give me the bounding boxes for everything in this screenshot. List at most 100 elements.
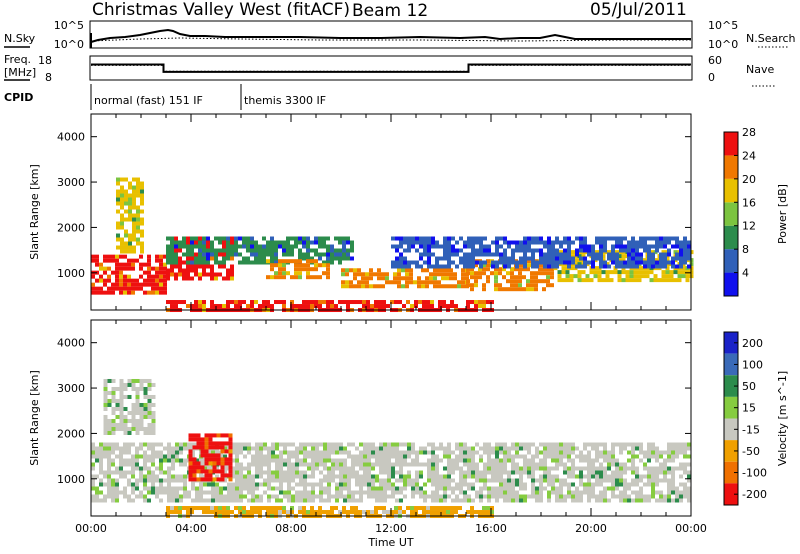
data-cell xyxy=(515,264,519,269)
data-cell xyxy=(107,418,112,423)
data-cell xyxy=(279,442,283,447)
data-cell xyxy=(262,248,266,253)
data-cell xyxy=(131,258,135,263)
noise-right-label: N.Search xyxy=(746,32,796,45)
data-cell xyxy=(303,454,307,459)
data-cell xyxy=(127,274,131,279)
data-cell xyxy=(531,454,535,459)
data-cell xyxy=(208,473,213,478)
data-cell xyxy=(519,446,523,451)
data-cell xyxy=(397,272,401,277)
data-cell xyxy=(665,278,670,283)
data-cell xyxy=(271,470,275,475)
data-cell xyxy=(543,454,547,459)
data-cell xyxy=(403,450,407,455)
data-cell xyxy=(687,494,691,499)
data-cell xyxy=(683,446,687,451)
data-cell xyxy=(346,248,350,253)
data-cell xyxy=(407,244,411,249)
data-cell xyxy=(183,442,187,447)
data-cell xyxy=(451,244,455,249)
data-cell xyxy=(573,258,578,263)
data-cell xyxy=(226,252,230,257)
data-cell xyxy=(623,478,627,483)
data-cell xyxy=(266,244,270,249)
data-cell xyxy=(667,260,671,265)
data-cell xyxy=(414,300,418,305)
data-cell xyxy=(387,450,391,455)
data-cell xyxy=(515,494,519,499)
data-cell xyxy=(267,470,271,475)
data-cell xyxy=(263,454,267,459)
data-cell xyxy=(91,482,95,487)
data-cell xyxy=(290,304,294,309)
data-cell xyxy=(319,462,323,467)
data-cell xyxy=(454,304,458,309)
data-cell xyxy=(234,240,238,245)
data-cell xyxy=(198,260,202,265)
data-cell xyxy=(655,248,659,253)
data-cell xyxy=(479,474,483,479)
data-cell xyxy=(315,462,319,467)
data-cell xyxy=(443,450,447,455)
data-cell xyxy=(107,422,112,427)
data-cell xyxy=(551,248,555,253)
data-cell xyxy=(347,478,351,483)
data-cell xyxy=(683,240,687,245)
data-cell xyxy=(438,506,442,511)
data-cell xyxy=(123,450,127,455)
data-cell xyxy=(647,478,651,483)
data-cell xyxy=(224,441,229,446)
data-cell xyxy=(519,260,523,265)
data-cell xyxy=(255,494,259,499)
data-cell xyxy=(499,470,503,475)
data-cell xyxy=(647,458,651,463)
data-cell xyxy=(367,442,371,447)
data-cell xyxy=(410,506,414,511)
data-cell xyxy=(391,236,395,241)
data-cell xyxy=(467,256,471,261)
data-cell xyxy=(167,442,171,447)
data-cell xyxy=(235,470,239,475)
data-cell xyxy=(147,394,152,399)
data-cell xyxy=(223,486,227,491)
data-cell xyxy=(487,458,491,463)
data-cell xyxy=(188,457,193,462)
data-cell xyxy=(455,498,459,503)
data-cell xyxy=(511,486,515,491)
data-cell xyxy=(675,256,679,261)
data-cell xyxy=(239,494,243,499)
data-cell xyxy=(183,486,187,491)
data-cell xyxy=(143,282,147,287)
data-cell xyxy=(207,450,211,455)
data-cell xyxy=(287,462,291,467)
data-cell xyxy=(507,240,511,245)
data-cell xyxy=(103,474,107,479)
data-cell xyxy=(243,478,247,483)
data-cell xyxy=(214,506,218,511)
data-cell xyxy=(475,248,479,253)
data-cell xyxy=(647,498,651,503)
data-cell xyxy=(467,486,471,491)
data-cell xyxy=(120,185,124,190)
data-cell xyxy=(515,470,519,475)
data-cell xyxy=(379,494,383,499)
data-cell xyxy=(587,252,591,257)
data-cell xyxy=(587,490,591,495)
data-cell xyxy=(111,390,116,395)
data-cell xyxy=(115,422,120,427)
data-cell xyxy=(470,287,474,292)
data-cell xyxy=(212,461,217,466)
data-cell xyxy=(166,256,170,261)
data-cell xyxy=(222,252,226,257)
data-cell xyxy=(419,490,423,495)
data-cell xyxy=(607,486,611,491)
data-cell xyxy=(359,474,363,479)
data-cell xyxy=(447,442,451,447)
data-cell xyxy=(306,244,310,249)
data-cell xyxy=(111,406,116,411)
data-cell xyxy=(298,275,302,280)
data-cell xyxy=(603,490,607,495)
data-cell xyxy=(239,442,243,447)
data-cell xyxy=(391,244,395,249)
